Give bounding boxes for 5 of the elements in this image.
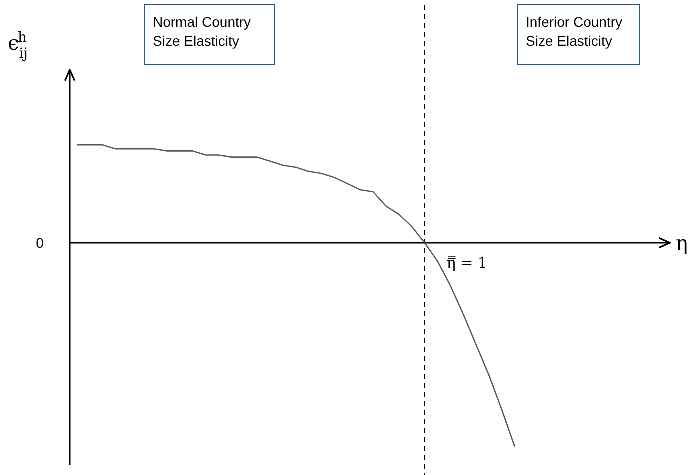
text: Inferior Country Size Elasticity: [526, 14, 622, 49]
annotation: η̿ = 1: [446, 254, 488, 272]
text: 0: [36, 235, 44, 251]
text: η: [676, 231, 688, 255]
text: Normal Country Size Elasticity: [153, 14, 252, 49]
